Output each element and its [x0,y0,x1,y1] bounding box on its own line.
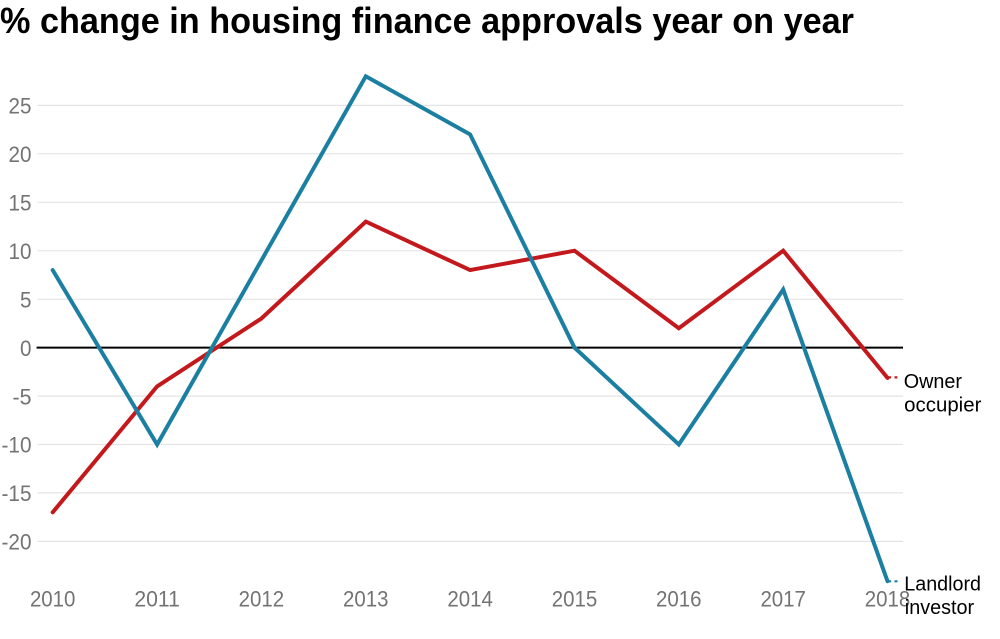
svg-text:% change in housing finance ap: % change in housing finance approvals ye… [0,0,854,41]
svg-text:10: 10 [9,239,32,264]
svg-text:15: 15 [9,191,32,216]
svg-text:20: 20 [9,142,32,167]
svg-text:5: 5 [20,287,32,312]
svg-text:2011: 2011 [134,587,180,612]
svg-text:2015: 2015 [552,587,598,612]
svg-text:2010: 2010 [30,587,76,612]
svg-text:2013: 2013 [343,587,389,612]
svg-text:2016: 2016 [656,587,702,612]
svg-text:-15: -15 [2,481,32,506]
svg-text:2017: 2017 [760,587,806,612]
svg-text:2012: 2012 [239,587,285,612]
svg-text:Landlord: Landlord [904,573,981,595]
svg-text:0: 0 [20,336,32,361]
svg-text:-5: -5 [13,384,32,409]
svg-text:-10: -10 [2,433,32,458]
svg-text:Owner: Owner [904,371,963,393]
svg-text:2014: 2014 [447,587,493,612]
svg-text:2018: 2018 [865,587,911,612]
svg-text:investor: investor [905,597,975,619]
svg-text:25: 25 [9,94,32,119]
svg-text:occupier: occupier [904,395,982,417]
svg-text:-20: -20 [2,530,32,555]
